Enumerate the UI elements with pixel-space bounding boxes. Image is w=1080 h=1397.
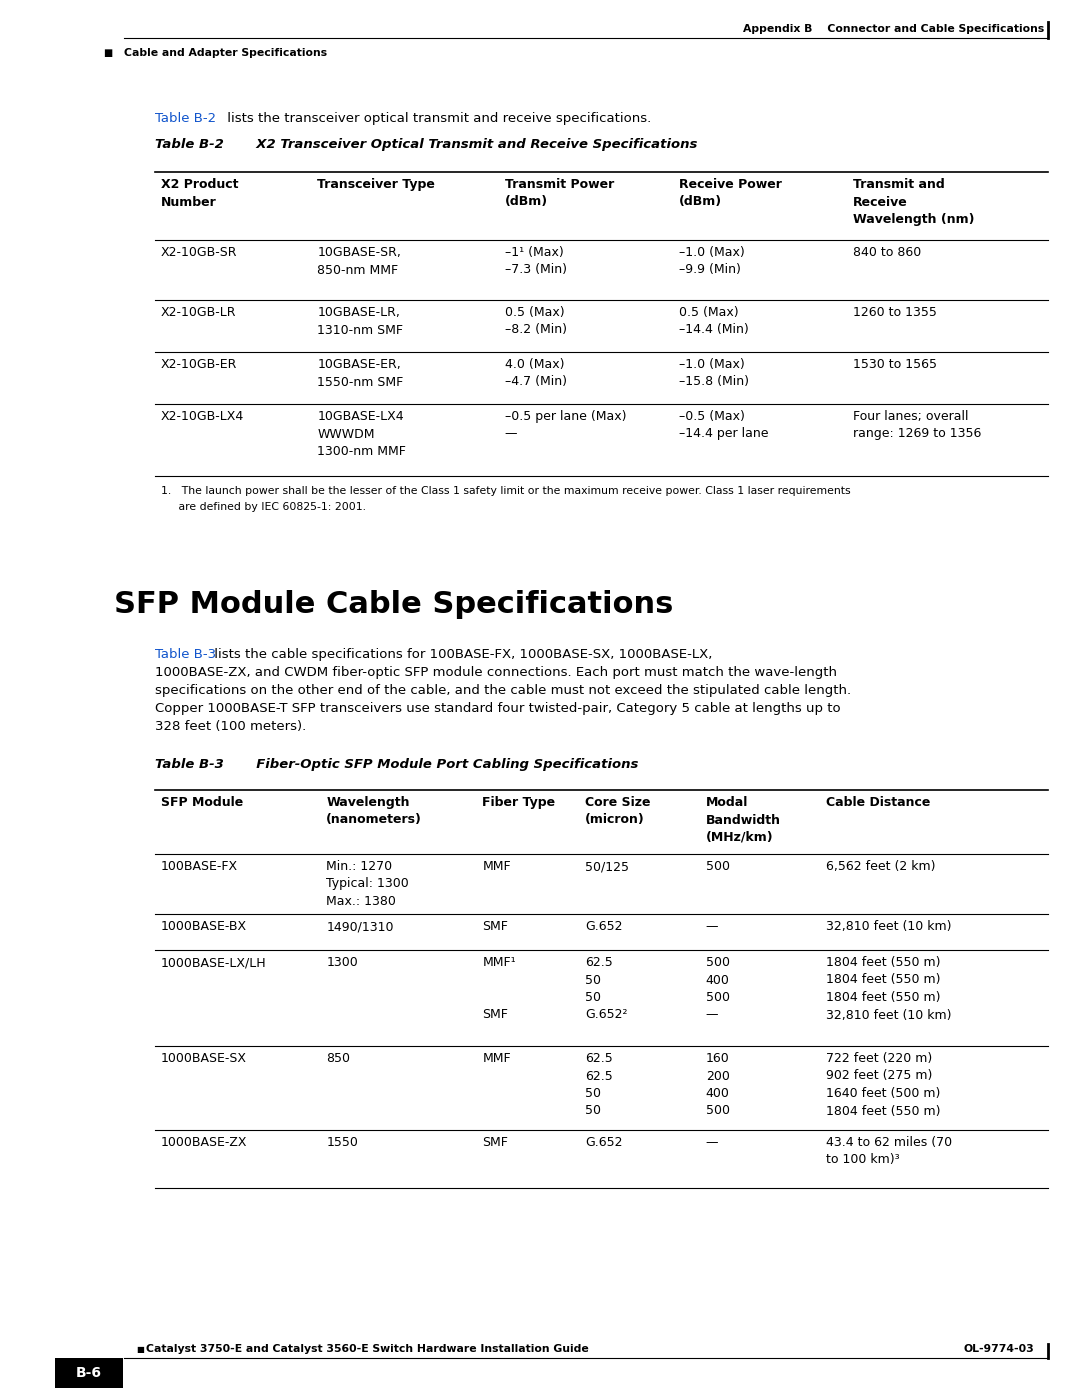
Text: 1000BASE-ZX: 1000BASE-ZX (161, 1136, 247, 1148)
Text: –0.5 per lane (Max)
—: –0.5 per lane (Max) — (504, 409, 626, 440)
Text: X2-10GB-ER: X2-10GB-ER (161, 358, 238, 372)
Text: X2-10GB-SR: X2-10GB-SR (161, 246, 238, 258)
Text: 50/125: 50/125 (585, 861, 630, 873)
Text: 6,562 feet (2 km): 6,562 feet (2 km) (826, 861, 935, 873)
Text: ■: ■ (103, 47, 112, 59)
Text: 4.0 (Max)
–4.7 (Min): 4.0 (Max) –4.7 (Min) (504, 358, 567, 388)
Text: 160
200
400
500: 160 200 400 500 (705, 1052, 730, 1118)
Text: 1.   The launch power shall be the lesser of the Class 1 safety limit or the max: 1. The launch power shall be the lesser … (161, 486, 851, 496)
Text: —: — (705, 1136, 718, 1148)
Text: Cable Distance: Cable Distance (826, 796, 931, 809)
Text: Table B-3       Fiber-Optic SFP Module Port Cabling Specifications: Table B-3 Fiber-Optic SFP Module Port Ca… (156, 759, 638, 771)
Text: Cable and Adapter Specifications: Cable and Adapter Specifications (124, 47, 327, 59)
Text: Appendix B    Connector and Cable Specifications: Appendix B Connector and Cable Specifica… (743, 24, 1044, 34)
Text: Wavelength
(nanometers): Wavelength (nanometers) (326, 796, 422, 827)
Text: Table B-2       X2 Transceiver Optical Transmit and Receive Specifications: Table B-2 X2 Transceiver Optical Transmi… (156, 138, 698, 151)
Text: 1000BASE-ZX, and CWDM fiber-optic SFP module connections. Each port must match t: 1000BASE-ZX, and CWDM fiber-optic SFP mo… (156, 666, 837, 679)
Text: SMF: SMF (483, 1136, 509, 1148)
Text: –1¹ (Max)
–7.3 (Min): –1¹ (Max) –7.3 (Min) (504, 246, 567, 277)
Text: 10GBASE-SR,
850-nm MMF: 10GBASE-SR, 850-nm MMF (318, 246, 401, 277)
Text: SFP Module Cable Specifications: SFP Module Cable Specifications (114, 590, 673, 619)
Text: 32,810 feet (10 km): 32,810 feet (10 km) (826, 921, 951, 933)
Text: Four lanes; overall
range: 1269 to 1356: Four lanes; overall range: 1269 to 1356 (853, 409, 982, 440)
Text: 62.5
62.5
50
50: 62.5 62.5 50 50 (585, 1052, 613, 1118)
Text: –0.5 (Max)
–14.4 per lane: –0.5 (Max) –14.4 per lane (679, 409, 769, 440)
Text: 1490/1310: 1490/1310 (326, 921, 394, 933)
Text: OL-9774-03: OL-9774-03 (963, 1344, 1034, 1354)
Text: SFP Module: SFP Module (161, 796, 243, 809)
Text: lists the cable specifications for 100BASE-FX, 1000BASE-SX, 1000BASE-LX,: lists the cable specifications for 100BA… (210, 648, 713, 661)
Text: 1550: 1550 (326, 1136, 359, 1148)
Text: 500
400
500
—: 500 400 500 — (705, 956, 730, 1021)
Text: 1000BASE-BX: 1000BASE-BX (161, 921, 247, 933)
Text: Modal
Bandwidth
(MHz/km): Modal Bandwidth (MHz/km) (705, 796, 781, 844)
Text: Receive Power
(dBm): Receive Power (dBm) (679, 177, 782, 208)
Text: 722 feet (220 m)
902 feet (275 m)
1640 feet (500 m)
1804 feet (550 m): 722 feet (220 m) 902 feet (275 m) 1640 f… (826, 1052, 941, 1118)
Text: Transmit and
Receive
Wavelength (nm): Transmit and Receive Wavelength (nm) (853, 177, 974, 226)
Text: G.652: G.652 (585, 921, 623, 933)
Text: 0.5 (Max)
–8.2 (Min): 0.5 (Max) –8.2 (Min) (504, 306, 567, 337)
Text: 850: 850 (326, 1052, 350, 1065)
Text: Min.: 1270
Typical: 1300
Max.: 1380: Min.: 1270 Typical: 1300 Max.: 1380 (326, 861, 409, 908)
Text: 43.4 to 62 miles (70
to 100 km)³: 43.4 to 62 miles (70 to 100 km)³ (826, 1136, 953, 1166)
Text: 0.5 (Max)
–14.4 (Min): 0.5 (Max) –14.4 (Min) (679, 306, 748, 337)
Text: MMF: MMF (483, 861, 511, 873)
Text: 328 feet (100 meters).: 328 feet (100 meters). (156, 719, 307, 733)
Text: Table B-3: Table B-3 (156, 648, 216, 661)
Text: 1000BASE-SX: 1000BASE-SX (161, 1052, 247, 1065)
Text: 10GBASE-ER,
1550-nm SMF: 10GBASE-ER, 1550-nm SMF (318, 358, 404, 388)
Text: MMF: MMF (483, 1052, 511, 1065)
Text: 1530 to 1565: 1530 to 1565 (853, 358, 937, 372)
Text: are defined by IEC 60825-1: 2001.: are defined by IEC 60825-1: 2001. (161, 502, 366, 511)
Text: 10GBASE-LR,
1310-nm SMF: 10GBASE-LR, 1310-nm SMF (318, 306, 403, 337)
Text: G.652: G.652 (585, 1136, 623, 1148)
Text: MMF¹


SMF: MMF¹ SMF (483, 956, 516, 1021)
Text: 1300: 1300 (326, 956, 357, 970)
Text: 500: 500 (705, 861, 730, 873)
Text: 1260 to 1355: 1260 to 1355 (853, 306, 937, 319)
Text: Catalyst 3750-E and Catalyst 3560-E Switch Hardware Installation Guide: Catalyst 3750-E and Catalyst 3560-E Swit… (146, 1344, 589, 1354)
Text: 100BASE-FX: 100BASE-FX (161, 861, 238, 873)
Text: ■: ■ (136, 1345, 144, 1354)
Text: 10GBASE-LX4
WWWDM
1300-nm MMF: 10GBASE-LX4 WWWDM 1300-nm MMF (318, 409, 406, 458)
Text: specifications on the other end of the cable, and the cable must not exceed the : specifications on the other end of the c… (156, 685, 851, 697)
Text: X2-10GB-LX4: X2-10GB-LX4 (161, 409, 244, 423)
Text: —: — (705, 921, 718, 933)
Text: 840 to 860: 840 to 860 (853, 246, 921, 258)
Text: lists the transceiver optical transmit and receive specifications.: lists the transceiver optical transmit a… (222, 112, 651, 124)
Text: Copper 1000BASE-T SFP transceivers use standard four twisted-pair, Category 5 ca: Copper 1000BASE-T SFP transceivers use s… (156, 703, 840, 715)
Text: Core Size
(micron): Core Size (micron) (585, 796, 650, 827)
Text: X2 Product
Number: X2 Product Number (161, 177, 239, 208)
Text: B-6: B-6 (76, 1366, 102, 1380)
Text: 1804 feet (550 m)
1804 feet (550 m)
1804 feet (550 m)
32,810 feet (10 km): 1804 feet (550 m) 1804 feet (550 m) 1804… (826, 956, 951, 1021)
Text: –1.0 (Max)
–15.8 (Min): –1.0 (Max) –15.8 (Min) (679, 358, 748, 388)
Text: 1000BASE-LX/LH: 1000BASE-LX/LH (161, 956, 267, 970)
Text: X2-10GB-LR: X2-10GB-LR (161, 306, 237, 319)
Text: Transmit Power
(dBm): Transmit Power (dBm) (504, 177, 615, 208)
Text: Fiber Type: Fiber Type (483, 796, 555, 809)
Text: Transceiver Type: Transceiver Type (318, 177, 435, 191)
Bar (55, 1358, 123, 1389)
Text: Table B-2: Table B-2 (156, 112, 216, 124)
Text: 62.5
50
50
G.652²: 62.5 50 50 G.652² (585, 956, 627, 1021)
Text: –1.0 (Max)
–9.9 (Min): –1.0 (Max) –9.9 (Min) (679, 246, 745, 277)
Text: SMF: SMF (483, 921, 509, 933)
